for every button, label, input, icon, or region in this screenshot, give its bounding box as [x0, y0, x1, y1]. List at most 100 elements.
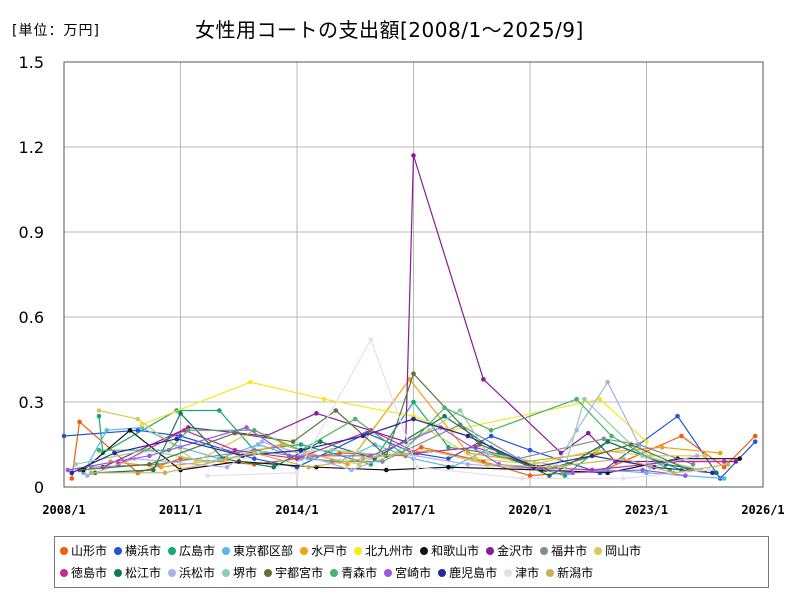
data-point	[446, 456, 451, 461]
legend-label: 堺市	[233, 566, 258, 580]
data-point	[683, 473, 688, 478]
legend-marker-icon	[264, 569, 273, 577]
data-point	[352, 416, 358, 422]
data-point	[349, 467, 354, 473]
legend-label: 和歌山市	[431, 544, 480, 558]
legend-label: 徳島市	[71, 566, 108, 580]
legend-label: 津市	[515, 566, 540, 580]
legend-label: 岡山市	[605, 544, 642, 558]
data-point	[294, 456, 300, 461]
data-point	[360, 456, 366, 461]
data-point	[446, 445, 451, 450]
legend-item: 松江市	[114, 562, 161, 584]
x-tick-label: 2014/1	[275, 503, 318, 517]
data-point	[411, 399, 416, 405]
data-point	[259, 439, 265, 444]
data-point	[65, 467, 71, 473]
data-point	[585, 430, 591, 436]
data-point	[702, 453, 708, 459]
data-point	[356, 462, 362, 467]
legend-marker-icon	[384, 569, 393, 577]
data-point	[127, 428, 133, 433]
legend-marker-icon	[222, 547, 231, 555]
series-津市	[205, 337, 711, 481]
data-point	[675, 413, 680, 419]
data-point	[481, 377, 486, 382]
data-point	[547, 464, 552, 470]
data-point	[380, 459, 385, 464]
plot-frame	[63, 61, 764, 488]
legend-item: 和歌山市	[420, 540, 479, 562]
data-point	[232, 447, 238, 453]
data-point	[477, 442, 482, 447]
data-point	[457, 408, 463, 413]
y-tick-label: 0.6	[19, 308, 44, 327]
data-point	[112, 450, 117, 456]
legend-item: 岡山市	[594, 540, 641, 562]
data-point	[710, 470, 715, 476]
data-point	[178, 411, 183, 416]
series-line	[63, 415, 756, 480]
data-point	[620, 456, 626, 461]
data-point	[104, 428, 110, 433]
data-point	[139, 422, 144, 427]
data-point	[69, 476, 75, 481]
x-tick-label: 2011/1	[159, 503, 202, 517]
data-point	[589, 467, 595, 473]
legend-item: 山形市	[60, 540, 107, 562]
legend-label: 鹿児島市	[449, 566, 498, 580]
data-point	[135, 428, 141, 433]
data-point	[465, 462, 471, 467]
x-tick-label: 2020/1	[508, 503, 551, 517]
data-point	[217, 408, 222, 413]
data-point	[345, 462, 350, 467]
data-point	[752, 439, 758, 444]
data-point	[488, 433, 494, 439]
legend-item: 宇都宮市	[264, 562, 323, 584]
legend-item: 北九州市	[354, 540, 413, 562]
legend-marker-icon	[60, 547, 68, 555]
data-point	[290, 439, 296, 444]
legend-item: 東京都区部	[222, 540, 293, 562]
legend-label: 宇都宮市	[275, 566, 324, 580]
data-point	[318, 439, 323, 444]
legend-label: 横浜市	[125, 544, 162, 558]
data-point	[690, 462, 696, 467]
data-point	[360, 433, 366, 439]
data-point	[178, 456, 183, 461]
data-point	[620, 476, 626, 481]
data-point	[484, 450, 490, 456]
data-point	[671, 470, 676, 476]
data-point	[442, 405, 447, 410]
data-point	[411, 416, 416, 422]
legend-marker-icon	[594, 547, 603, 555]
data-point	[88, 470, 94, 476]
series-line	[67, 426, 686, 477]
y-tick-label: 0	[34, 478, 44, 497]
data-point	[527, 447, 533, 453]
data-point	[527, 473, 533, 478]
data-point	[547, 473, 552, 478]
data-point	[244, 425, 249, 430]
series-金沢市	[100, 153, 739, 470]
data-point	[147, 462, 152, 467]
series-松江市	[92, 411, 719, 478]
chart-title: 女性用コートの支出額[2008/1～2025/9]	[195, 18, 584, 42]
legend-item: 堺市	[222, 562, 257, 584]
legend-marker-icon	[540, 547, 549, 555]
legend-marker-icon	[114, 569, 123, 577]
data-point	[96, 447, 102, 453]
data-point	[384, 467, 389, 473]
legend-item: 鹿児島市	[438, 562, 497, 584]
data-point	[640, 467, 645, 473]
data-point	[721, 464, 727, 470]
data-point	[644, 470, 649, 476]
legend-item: 水戸市	[300, 540, 347, 562]
data-point	[714, 470, 719, 476]
data-point	[411, 371, 416, 376]
legend-marker-icon	[168, 547, 177, 555]
data-point	[147, 453, 152, 459]
series-浜松市	[85, 379, 700, 478]
legend-label: 松江市	[125, 566, 162, 580]
